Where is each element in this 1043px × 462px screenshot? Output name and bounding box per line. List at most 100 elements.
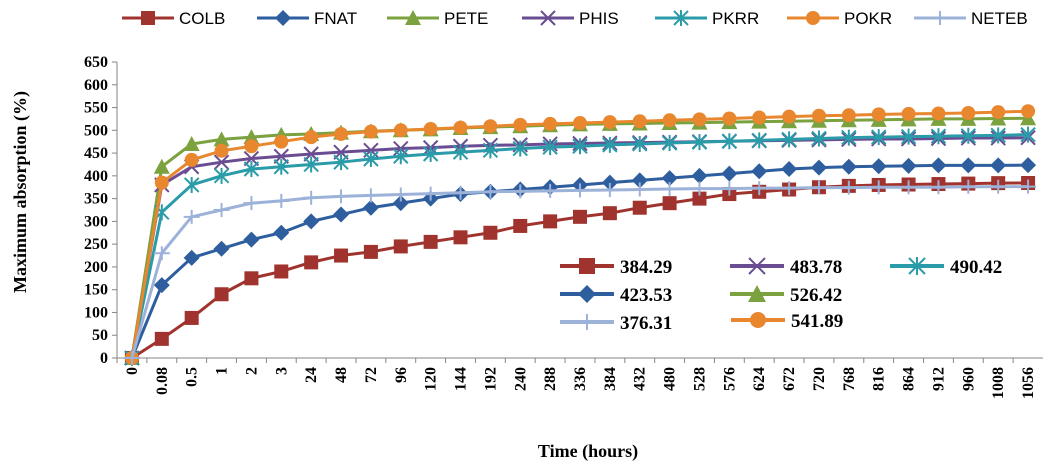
y-tick-label: 600 [84,77,108,94]
y-axis-title: Maximum absorption (%) [10,91,31,293]
annotation-value: 376.31 [620,313,672,334]
data-point-pokr [1021,104,1036,119]
data-point-pkrr [661,135,678,152]
data-point-pkrr [900,128,917,145]
data-point-pkrr [303,156,319,173]
data-point-neteb [631,182,648,197]
data-point-pokr [811,108,826,123]
series-neteb [123,179,1037,365]
data-point-neteb [900,180,917,195]
data-point-neteb [601,182,618,197]
data-point-pkrr [183,176,200,193]
top-legend: COLB FNAT PETE PHIS PKRR POKR NETEB [122,9,1028,28]
data-point-fnat [930,157,947,174]
data-point-neteb [273,193,290,208]
data-point-pkrr [781,131,797,148]
x-tick-label: 48 [333,367,350,383]
legend-label: COLB [179,9,225,28]
y-tick-label: 400 [84,168,108,185]
data-point-fnat [392,195,409,212]
x-tick-label: 720 [811,367,828,391]
legend-marker [275,10,291,26]
legend-label: POKR [844,9,892,28]
data-point-pkrr [333,154,349,171]
y-tick-label: 100 [84,304,108,321]
data-point-pokr [154,175,169,190]
data-point-neteb [452,185,469,200]
annotation-value: 483.78 [790,257,842,278]
data-point-neteb [930,180,947,195]
data-point-pokr [782,109,797,124]
data-point-fnat [273,224,290,241]
annotation-phis: 483.78 [730,257,842,278]
x-tick-label: 1056 [1020,367,1037,399]
data-point-colb [274,264,289,279]
series-pokr [124,104,1036,365]
data-point-neteb [840,180,857,195]
legend-marker [141,11,155,25]
data-point-pkrr [602,136,618,153]
data-point-pokr [244,139,259,154]
data-point-pkrr [1020,126,1036,143]
data-point-fnat [601,174,618,191]
annotation-value: 490.42 [950,257,1002,278]
y-axis: 0 50 100 150 200 250 300 350 400 450 500 550 600 650 [84,54,118,367]
data-point-colb [602,206,617,221]
data-point-colb [214,287,229,302]
data-point-pete [243,129,260,145]
data-point-fnat [870,158,887,175]
x-tick-label: 912 [930,367,947,391]
data-point-pokr [393,123,408,138]
y-tick-label: 350 [84,191,108,208]
data-point-pokr [543,116,558,131]
annotation-pokr: 541.89 [731,311,843,332]
data-point-neteb [303,190,320,205]
data-point-pokr [363,124,378,139]
y-tick-label: 450 [84,145,108,162]
x-tick-label: 240 [512,367,529,391]
legend-label: PHIS [579,9,619,28]
data-point-fnat [631,172,648,189]
annotation-value: 423.53 [620,285,672,306]
data-point-neteb [183,209,200,224]
annotation-marker [578,314,596,330]
annotation-marker [579,258,595,274]
series-line-pkrr [130,133,1029,359]
annotation-value: 541.89 [791,311,843,332]
x-tick-label: 624 [751,367,768,391]
data-point-pete [213,131,230,147]
x-tick-label: 480 [662,367,679,391]
data-point-pkrr [751,132,767,149]
data-point-fnat [153,277,170,294]
data-point-pokr [573,116,587,131]
data-point-neteb [870,180,887,195]
data-point-pokr [423,121,438,136]
data-point-fnat [960,157,977,174]
legend-item-phis: PHIS [522,9,619,28]
legend-item-colb: COLB [122,9,225,28]
data-point-colb [662,196,677,211]
data-point-colb [363,244,378,259]
data-point-neteb [243,196,260,211]
x-tick-label: 528 [691,367,708,391]
data-point-fnat [333,206,350,223]
legend-marker [540,10,556,26]
data-point-pkrr [482,142,499,159]
data-point-neteb [572,183,588,198]
data-point-pokr [274,134,289,149]
data-point-pokr [602,115,617,130]
y-tick-label: 150 [84,282,108,299]
data-point-pokr [722,111,737,126]
data-point-pokr [304,130,319,145]
y-tick-label: 550 [84,100,108,117]
x-tick-label: 864 [901,367,918,391]
legend-marker [932,11,948,25]
y-tick-label: 0 [100,350,108,367]
data-point-pkrr [960,127,977,144]
data-point-pokr [871,107,886,122]
data-point-pokr [841,108,856,123]
x-tick-label: 960 [960,367,977,391]
data-point-neteb [721,181,738,196]
annotation-value: 526.42 [790,285,842,306]
data-point-neteb [691,181,708,196]
